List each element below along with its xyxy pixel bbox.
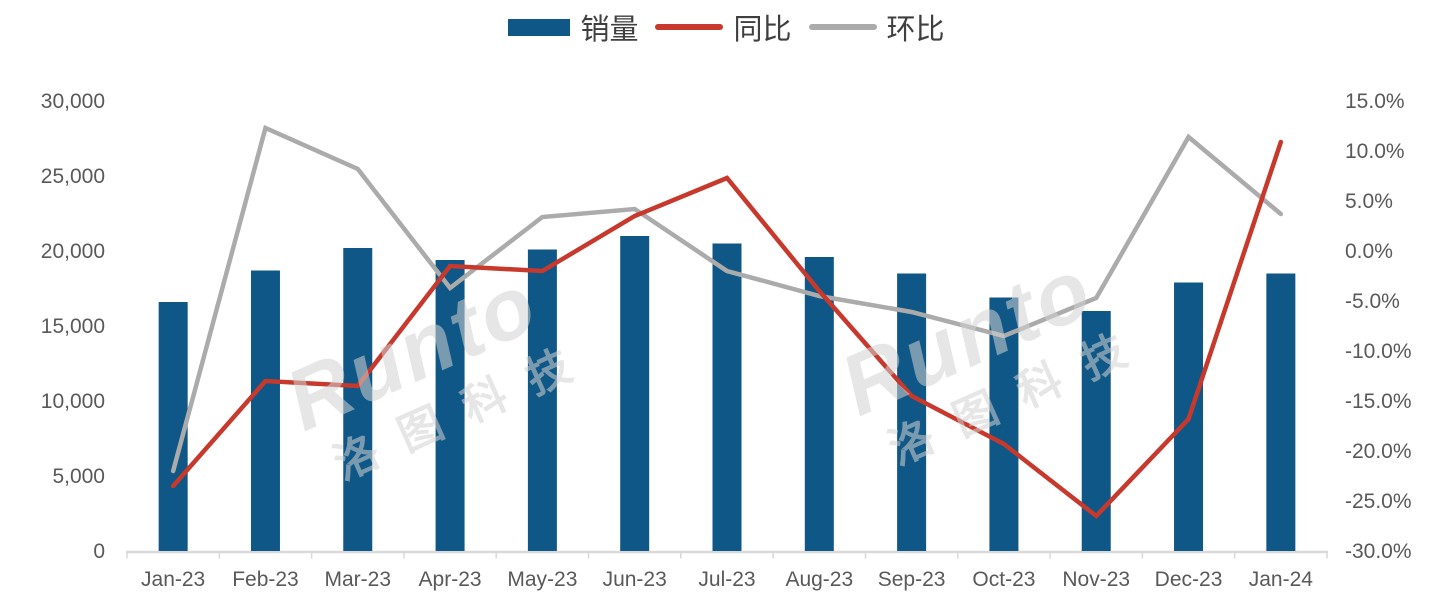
x-axis-label: Jun-23 xyxy=(603,568,667,591)
x-axis-label: Jul-23 xyxy=(698,568,755,591)
right-axis-label: -30.0% xyxy=(1345,540,1412,563)
right-axis-label: -15.0% xyxy=(1345,390,1412,413)
x-axis-label: Sep-23 xyxy=(878,568,946,591)
x-axis-label: May-23 xyxy=(507,568,577,591)
x-axis-label: Dec-23 xyxy=(1155,568,1223,591)
left-axis-label: 0 xyxy=(93,540,105,563)
right-axis-label: 15.0% xyxy=(1345,90,1405,113)
legend-label-yoy: 同比 xyxy=(733,14,792,46)
mom-line-swatch-icon xyxy=(808,24,877,30)
yoy-line-swatch-icon xyxy=(655,24,724,30)
bar-Jan-24 xyxy=(1266,273,1296,551)
x-axis-label: Oct-23 xyxy=(972,568,1035,591)
bar-May-23 xyxy=(527,249,557,551)
right-axis-label: 5.0% xyxy=(1345,190,1393,213)
left-axis-label: 20,000 xyxy=(41,240,105,263)
bar-Oct-23 xyxy=(989,297,1019,551)
bar-Aug-23 xyxy=(804,257,834,551)
bar-Mar-23 xyxy=(343,248,373,551)
left-axis-label: 15,000 xyxy=(41,315,105,338)
right-axis-label: 10.0% xyxy=(1345,140,1405,163)
right-axis-label: -10.0% xyxy=(1345,340,1412,363)
x-axis-label: Apr-23 xyxy=(419,568,482,591)
legend: 销量 同比 环比 xyxy=(0,6,1453,48)
sales-bar-swatch-icon xyxy=(508,18,571,36)
bar-Apr-23 xyxy=(435,260,465,551)
x-axis-label: Mar-23 xyxy=(325,568,392,591)
bar-Sep-23 xyxy=(897,273,927,551)
right-axis-label: 0.0% xyxy=(1345,240,1393,263)
bar-Jun-23 xyxy=(620,236,650,551)
right-axis-label: -20.0% xyxy=(1345,440,1412,463)
x-axis-label: Aug-23 xyxy=(785,568,853,591)
left-axis-label: 30,000 xyxy=(41,90,105,113)
legend-label-mom: 环比 xyxy=(886,14,945,46)
line-环比 xyxy=(170,124,1284,474)
bar-Jul-23 xyxy=(712,243,742,551)
x-axis-label: Feb-23 xyxy=(232,568,299,591)
x-axis-label: Jan-23 xyxy=(141,568,205,591)
right-axis-label: -25.0% xyxy=(1345,490,1412,513)
legend-label-sales: 销量 xyxy=(580,14,639,46)
left-axis-label: 25,000 xyxy=(41,165,105,188)
right-axis-label: -5.0% xyxy=(1345,290,1400,313)
left-axis-label: 5,000 xyxy=(52,465,105,488)
bar-Feb-23 xyxy=(250,270,280,551)
legend-item-yoy: 同比 xyxy=(655,6,792,48)
x-axis-label: Nov-23 xyxy=(1062,568,1130,591)
legend-item-sales: 销量 xyxy=(508,6,638,48)
legend-item-mom: 环比 xyxy=(808,6,945,48)
x-axis-label: Jan-24 xyxy=(1249,568,1314,591)
left-axis-label: 10,000 xyxy=(41,390,105,413)
line-同比 xyxy=(170,139,1284,520)
